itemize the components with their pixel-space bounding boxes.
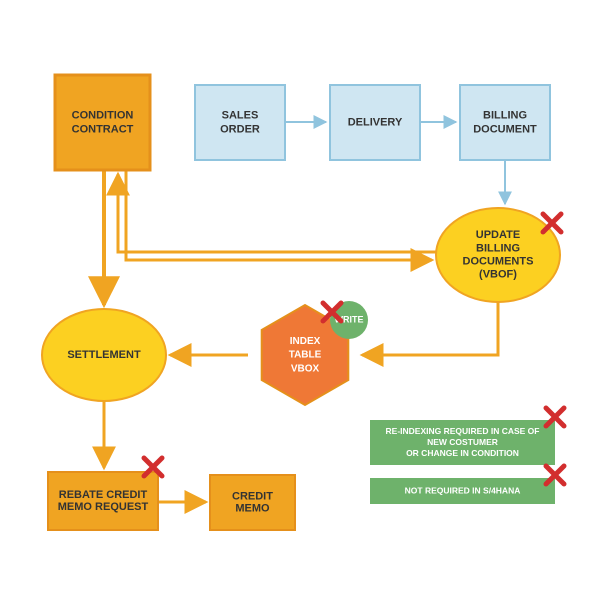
svg-text:SETTLEMENT: SETTLEMENT <box>67 349 141 361</box>
svg-text:BILLING: BILLING <box>476 242 520 254</box>
svg-text:INDEX: INDEX <box>290 336 321 347</box>
node-settlement: SETTLEMENT <box>42 309 166 401</box>
svg-text:REBATE CREDIT: REBATE CREDIT <box>59 489 148 501</box>
svg-text:DOCUMENT: DOCUMENT <box>473 123 537 135</box>
svg-text:SALES: SALES <box>222 110 259 122</box>
node-rebate_credit: REBATE CREDITMEMO REQUEST <box>48 472 158 530</box>
node-condition_contract: CONDITIONCONTRACT <box>55 75 150 170</box>
svg-text:MEMO: MEMO <box>235 502 270 514</box>
node-sales_order: SALESORDER <box>195 85 285 160</box>
edge-vbof-to-contract-1 <box>118 174 436 252</box>
svg-text:RE-INDEXING REQUIRED IN CASE O: RE-INDEXING REQUIRED IN CASE OF <box>386 426 540 436</box>
svg-text:TABLE: TABLE <box>289 350 322 361</box>
svg-text:(VBOF): (VBOF) <box>479 269 517 281</box>
node-note2: NOT REQUIRED IN S/4HANA <box>370 478 555 504</box>
svg-text:DELIVERY: DELIVERY <box>348 116 403 128</box>
flowchart: CONDITIONCONTRACT SALESORDER DELIVERY BILLI… <box>0 0 596 595</box>
edge-vbof-to-contract-2 <box>126 170 432 260</box>
svg-text:CREDIT: CREDIT <box>232 490 273 502</box>
svg-text:DOCUMENTS: DOCUMENTS <box>463 255 534 267</box>
svg-text:CONDITION: CONDITION <box>72 110 134 122</box>
node-note1: RE-INDEXING REQUIRED IN CASE OFNEW COSTU… <box>370 420 555 465</box>
node-billing_doc: BILLINGDOCUMENT <box>460 85 550 160</box>
svg-text:MEMO REQUEST: MEMO REQUEST <box>58 501 149 513</box>
svg-text:VBOX: VBOX <box>291 363 320 374</box>
svg-text:ORDER: ORDER <box>220 123 260 135</box>
svg-text:NEW COSTUMER: NEW COSTUMER <box>427 437 498 447</box>
node-delivery: DELIVERY <box>330 85 420 160</box>
edge-vbof-to-vbox <box>362 302 498 355</box>
node-credit_memo: CREDITMEMO <box>210 475 295 530</box>
svg-text:BILLING: BILLING <box>483 110 527 122</box>
svg-text:UPDATE: UPDATE <box>476 229 520 241</box>
svg-text:NOT REQUIRED IN S/4HANA: NOT REQUIRED IN S/4HANA <box>405 485 521 495</box>
svg-text:OR CHANGE IN CONDITION: OR CHANGE IN CONDITION <box>406 448 519 458</box>
node-update_vbof: UPDATEBILLINGDOCUMENTS (VBOF) <box>436 208 560 302</box>
x-mark-update_vbof <box>543 214 561 232</box>
svg-text:CONTRACT: CONTRACT <box>72 123 134 135</box>
